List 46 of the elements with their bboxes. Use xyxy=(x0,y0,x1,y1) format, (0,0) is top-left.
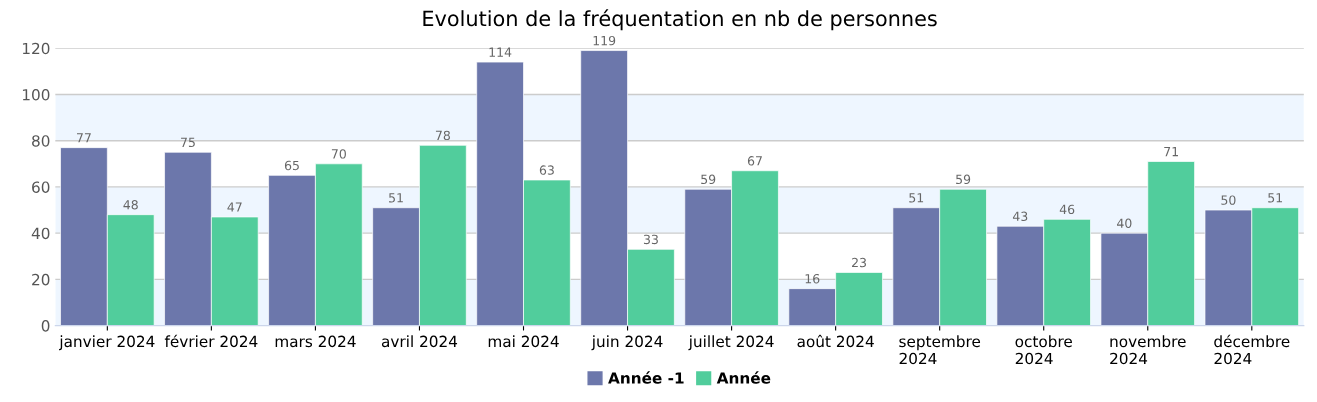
y-tick-label: 80 xyxy=(32,135,50,147)
x-tick-label: mai 2024 xyxy=(488,335,559,348)
data-label: 48 xyxy=(123,200,138,210)
data-label: 33 xyxy=(643,234,658,245)
x-tick-label: avril 2024 xyxy=(381,335,458,348)
x-tick-label: novembre 2024 xyxy=(1110,335,1186,365)
data-label: 51 xyxy=(1268,193,1283,203)
data-label: 50 xyxy=(1221,195,1236,205)
data-label: 46 xyxy=(1059,204,1075,215)
data-label: 78 xyxy=(435,130,450,141)
legend-label: Année -1 xyxy=(608,371,684,384)
data-label: 114 xyxy=(489,47,512,57)
x-tick-label: août 2024 xyxy=(797,334,874,348)
x-tick-label: juillet 2024 xyxy=(688,335,774,351)
data-label: 51 xyxy=(909,193,924,203)
x-tick-label: octobre 2024 xyxy=(1015,335,1072,365)
y-tick-label: 0 xyxy=(41,320,50,332)
x-tick-label: septembre 2024 xyxy=(899,335,981,365)
data-label: 71 xyxy=(1164,147,1178,157)
data-label: 40 xyxy=(1117,218,1132,228)
y-tick-label: 60 xyxy=(32,181,50,193)
data-label: 77 xyxy=(77,133,91,143)
x-tick-label: juin 2024 xyxy=(591,335,663,351)
x-tick-label: février 2024 xyxy=(164,334,258,348)
data-label: 51 xyxy=(389,193,403,203)
data-label: 23 xyxy=(852,257,866,268)
x-tick-label: décembre 2024 xyxy=(1214,334,1290,365)
data-label: 63 xyxy=(539,165,554,175)
data-label: 70 xyxy=(331,149,346,159)
data-label: 65 xyxy=(284,160,299,171)
y-tick-label: 40 xyxy=(31,227,50,240)
data-label: 59 xyxy=(956,174,971,185)
legend-label: Année xyxy=(716,371,771,384)
data-label: 67 xyxy=(747,156,762,166)
y-tick-label: 120 xyxy=(22,42,50,55)
y-tick-label: 100 xyxy=(22,88,50,101)
data-label: 43 xyxy=(1012,211,1028,222)
data-label: 47 xyxy=(227,202,242,212)
data-label: 119 xyxy=(593,35,616,46)
x-tick-label: janvier 2024 xyxy=(59,335,155,351)
data-label: 59 xyxy=(701,174,716,185)
data-label: 75 xyxy=(181,137,195,148)
data-label: 16 xyxy=(805,273,820,284)
chart-title: Evolution de la fréquentation en nb de personnes xyxy=(423,9,937,31)
y-tick-label: 20 xyxy=(32,273,50,286)
x-tick-label: mars 2024 xyxy=(275,335,356,348)
